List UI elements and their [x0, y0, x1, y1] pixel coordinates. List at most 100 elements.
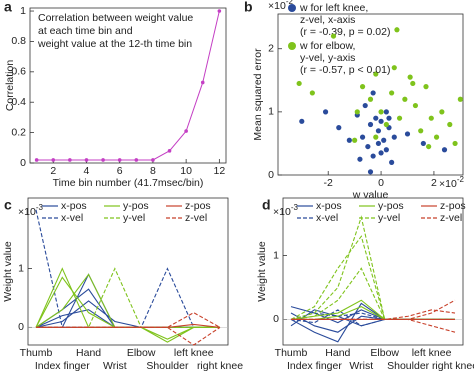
category-label: Thumb	[20, 347, 53, 359]
category-label: left knee	[174, 347, 214, 359]
y-tick-label: 0.6	[11, 66, 26, 78]
scatter-point	[391, 134, 397, 140]
legend-label: x-vel	[61, 212, 83, 224]
legend-label: z-vel	[440, 212, 462, 224]
axes-frame	[277, 13, 464, 176]
scatter-point	[386, 115, 392, 121]
scatter-point	[299, 118, 305, 124]
x-tick-label: 0	[378, 177, 384, 189]
data-point	[134, 158, 139, 162]
panel-label: c	[4, 197, 12, 213]
scatter-point	[457, 96, 463, 102]
y-tick-label: 2	[268, 43, 274, 55]
data-point	[184, 129, 188, 133]
scatter-point	[370, 153, 376, 159]
scatter-point	[322, 109, 329, 115]
legend-detail: (r = -0.57, p < 0.01)	[300, 64, 390, 76]
category-label: Shoulder	[146, 360, 189, 372]
legend-label: x-vel	[316, 212, 338, 224]
scatter-point	[389, 159, 395, 165]
legend-label: z-vel	[185, 212, 207, 224]
scatter-point	[359, 134, 366, 140]
data-point	[51, 158, 56, 162]
axes-frame	[29, 7, 227, 164]
multiplier-power: -3	[291, 203, 299, 212]
multiplier-base: ×10	[273, 206, 291, 218]
axis-multiplier: ×10-3	[273, 203, 298, 218]
category-label: Index finger	[35, 360, 90, 372]
data-line	[36, 273, 220, 328]
scatter-point	[428, 115, 434, 121]
y-axis-label: Weight value	[256, 241, 268, 302]
panel-label: d	[262, 197, 271, 213]
data-point	[167, 149, 172, 153]
category-label: Index finger	[287, 360, 342, 372]
scatter-point	[423, 84, 429, 90]
scatter-point	[373, 71, 379, 77]
category-label: Thumb	[275, 347, 308, 359]
scatter-point	[396, 115, 403, 121]
scatter-point	[412, 102, 419, 109]
data-line	[290, 306, 455, 324]
legend-label: w for elbow,	[299, 40, 355, 52]
y-tick-label: 0	[268, 169, 274, 181]
axis-multiplier: ×10-2	[268, 0, 293, 12]
legend-marker	[288, 4, 296, 12]
scatter-point	[375, 128, 382, 134]
category-label: left knee	[412, 347, 452, 359]
multiplier-base: ×10	[268, 0, 286, 12]
multiplier-power: -2	[286, 0, 294, 6]
category-label: right knee	[432, 360, 474, 372]
data-line	[290, 235, 455, 320]
data-point	[151, 158, 155, 162]
data-point	[101, 158, 105, 162]
scatter-point	[410, 80, 416, 87]
annotation: weight value at the 12-th time bin	[37, 38, 192, 50]
data-point	[68, 158, 72, 162]
scatter-point	[383, 121, 389, 128]
legend-label: y-pos	[378, 200, 404, 212]
scatter-point	[378, 150, 384, 156]
x-tick-label: 8	[150, 165, 156, 177]
data-line	[35, 276, 220, 343]
scatter-point	[378, 109, 384, 115]
scatter-point	[370, 90, 376, 96]
data-point	[200, 80, 205, 85]
scatter-point	[346, 137, 352, 143]
axis-multiplier: ×10-3	[18, 203, 43, 218]
multiplier-base: ×10	[439, 178, 457, 190]
category-label: Elbow	[127, 347, 156, 359]
x-tick-label: 12	[214, 165, 226, 177]
scatter-point	[439, 109, 445, 115]
annotation: Correlation between weight value	[38, 12, 193, 24]
data-line	[35, 209, 220, 328]
data-line	[36, 326, 221, 346]
y-tick-label: 1	[268, 106, 274, 118]
scatter-point	[426, 143, 432, 150]
scatter-point	[418, 128, 424, 134]
y-tick-label: 0	[18, 321, 24, 333]
legend-detail: (r = -0.39, p = 0.02)	[300, 26, 390, 38]
scatter-point	[367, 169, 374, 175]
x-tick-label: -2	[324, 177, 333, 189]
y-tick-label: 0.8	[11, 35, 26, 47]
legend-label: x-pos	[316, 200, 342, 212]
multiplier-base: ×10	[18, 206, 36, 218]
scatter-point	[373, 115, 379, 121]
data-line	[291, 309, 456, 320]
y-tick-label: 0	[273, 313, 279, 325]
y-axis-label: Weight value	[2, 241, 14, 302]
scatter-point	[383, 147, 389, 153]
axes-frame	[282, 197, 464, 346]
panel-label: a	[4, 0, 12, 15]
panel-label: b	[244, 0, 253, 15]
scatter-point	[352, 137, 358, 143]
x-tick-label: 6	[117, 165, 123, 177]
category-label: Hand	[76, 347, 101, 359]
scatter-point	[354, 109, 360, 115]
legend-marker	[288, 42, 296, 50]
data-point	[34, 158, 39, 162]
data-point	[84, 158, 89, 162]
y-tick-label: 0.2	[11, 126, 26, 138]
